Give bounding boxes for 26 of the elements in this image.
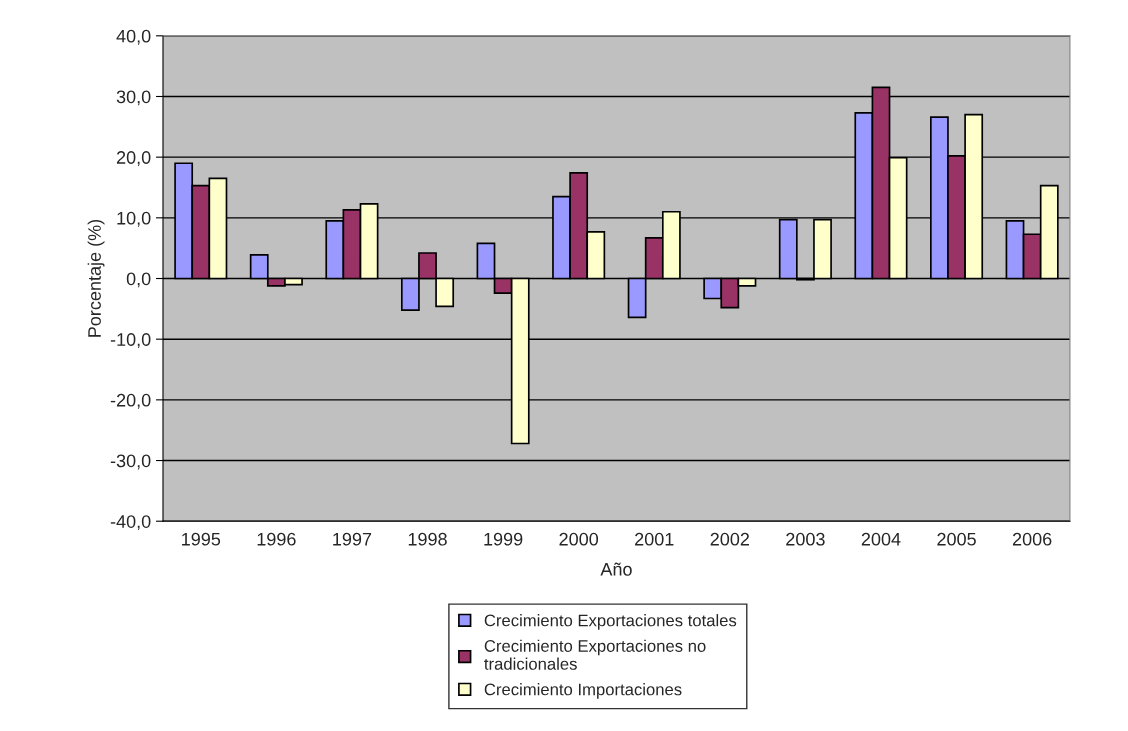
x-tick-label: 1998 — [408, 532, 447, 546]
y-tick-label: 10,0 — [117, 211, 151, 227]
legend-label: Crecimiento Exportaciones totales — [484, 614, 737, 630]
y-tick-label: 30,0 — [116, 90, 151, 106]
y-tick-label: 20,0 — [116, 151, 151, 167]
legend-label: Crecimiento Exportaciones no tradicionales — [484, 639, 706, 670]
x-tick-label: 2000 — [559, 532, 599, 546]
x-tick-label: 1995 — [182, 532, 221, 546]
x-tick-label: 1999 — [484, 532, 523, 546]
y-tick-label: -30,0 — [110, 454, 151, 470]
y-axis-title: Porcentaje (%) — [87, 219, 105, 337]
x-tick-label: 1997 — [333, 532, 372, 546]
y-tick-label: -20,0 — [110, 393, 151, 409]
y-tick-label: -40,0 — [110, 515, 151, 531]
x-axis-title: Año — [600, 562, 632, 576]
x-tick-label: 1996 — [257, 532, 296, 546]
x-tick-label: 2004 — [861, 532, 901, 546]
x-tick-label: 2002 — [710, 532, 749, 546]
x-tick-label: 2005 — [937, 532, 976, 546]
y-tick-label: 0,0 — [126, 272, 151, 288]
y-tick-label: 40,0 — [116, 29, 151, 45]
x-tick-label: 2006 — [1012, 532, 1052, 546]
x-tick-label: 2003 — [786, 532, 825, 546]
y-tick-label: -10,0 — [110, 333, 151, 349]
x-tick-label: 2001 — [635, 532, 674, 546]
legend-label: Crecimiento Importaciones — [484, 683, 682, 699]
